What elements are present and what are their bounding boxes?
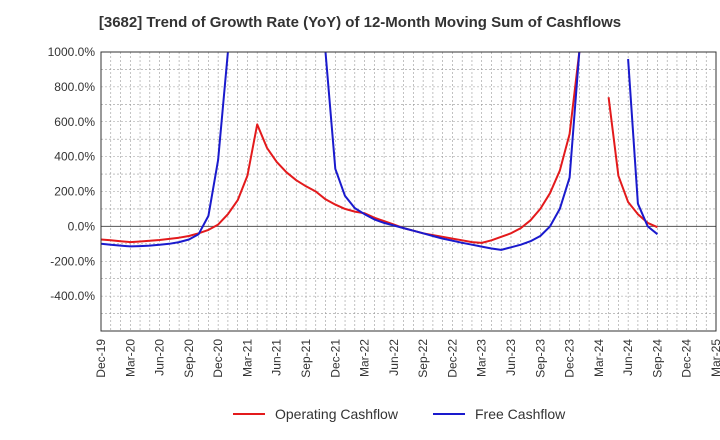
y-tick-label: 200.0%	[54, 185, 95, 199]
y-tick-label: 400.0%	[54, 150, 95, 164]
x-tick-label: Sep-23	[533, 339, 547, 378]
x-tick-label: Mar-25	[709, 339, 720, 377]
x-tick-label: Dec-22	[445, 339, 459, 378]
legend: Operating Cashflow Free Cashflow	[233, 406, 566, 422]
x-tick-label: Dec-19	[94, 339, 108, 378]
x-tick-label: Sep-21	[299, 339, 313, 378]
x-tick-label: Jun-21	[270, 339, 284, 376]
y-tick-label: 1000.0%	[48, 45, 96, 59]
y-tick-label: 600.0%	[54, 115, 95, 129]
x-tick-label: Mar-20	[123, 339, 137, 377]
x-tick-label: Dec-23	[563, 339, 577, 378]
x-tick-label: Jun-22	[387, 339, 401, 376]
chart-title: [3682] Trend of Growth Rate (YoY) of 12-…	[98, 14, 622, 31]
series-line-free-cashflow	[101, 52, 659, 251]
x-tick-label: Mar-24	[592, 339, 606, 377]
plot-frame	[100, 51, 717, 332]
x-axis-ticks: Dec-19 Mar-20 Jun-20 Sep-20 Dec-20 Mar-21 Jun-…	[94, 339, 720, 378]
x-tick-label: Sep-24	[650, 339, 664, 378]
x-tick-label: Dec-21	[328, 339, 342, 378]
x-tick-label: Sep-22	[416, 339, 430, 378]
y-tick-label: 800.0%	[54, 80, 95, 94]
x-tick-label: Dec-20	[211, 339, 225, 378]
y-tick-label: -400.0%	[50, 289, 95, 303]
x-tick-label: Mar-23	[475, 339, 489, 377]
grid-lines	[101, 52, 716, 331]
x-tick-label: Jun-23	[504, 339, 518, 376]
legend-label: Operating Cashflow	[275, 406, 399, 422]
y-axis-ticks: 1000.0% 800.0% 600.0% 400.0% 200.0% 0.0% -200.…	[48, 45, 96, 303]
series-line-operating-cashflow	[101, 52, 658, 244]
series-lines	[101, 52, 659, 251]
x-tick-label: Jun-20	[153, 339, 167, 376]
y-tick-label: -200.0%	[50, 254, 95, 268]
x-tick-label: Jun-24	[621, 339, 635, 376]
x-tick-label: Sep-20	[182, 339, 196, 378]
legend-label: Free Cashflow	[475, 406, 566, 422]
x-tick-label: Dec-24	[680, 339, 694, 378]
y-tick-label: 0.0%	[68, 219, 96, 233]
x-tick-label: Mar-21	[240, 339, 254, 377]
x-tick-label: Mar-22	[358, 339, 372, 377]
